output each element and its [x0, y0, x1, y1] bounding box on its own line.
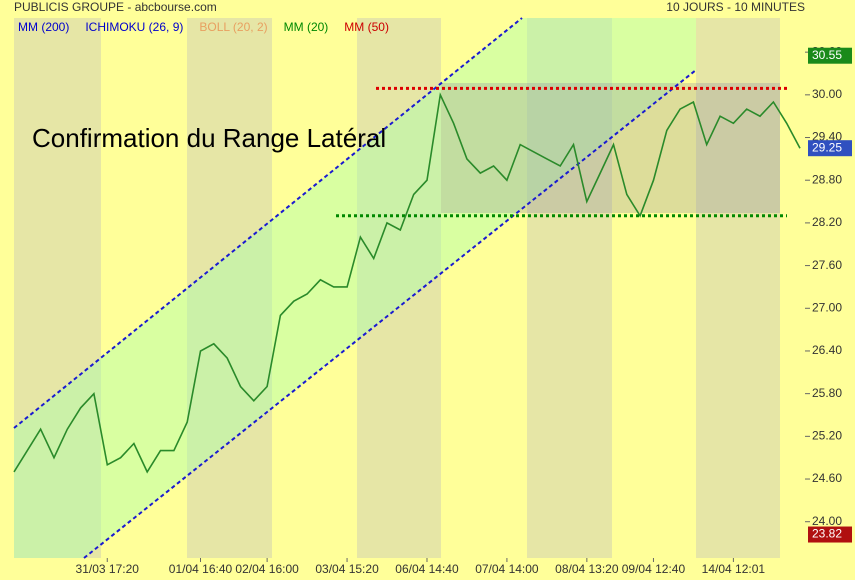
x-tick-label: 01/04 16:40 — [169, 562, 233, 576]
channel-top — [13, 17, 523, 429]
y-tick-label: 28.80 — [812, 172, 842, 186]
annotation: Confirmation du Range Latéral — [32, 123, 386, 153]
legend-entry: MM (50) — [344, 20, 389, 34]
chart-title: PUBLICIS GROUPE - abcbourse.com — [14, 0, 217, 14]
x-tick-label: 07/04 14:00 — [475, 562, 539, 576]
y-tick-label: 25.80 — [812, 386, 842, 400]
y-tick-label: 29.40 — [812, 130, 842, 144]
price-tag-label: 30.55 — [812, 48, 842, 62]
x-tick-label: 09/04 12:40 — [622, 562, 686, 576]
x-tick-label: 02/04 16:00 — [235, 562, 299, 576]
legend-entry: ICHIMOKU (26, 9) — [85, 20, 183, 34]
day-bands — [14, 18, 780, 558]
y-tick-label: 27.60 — [812, 258, 842, 272]
y-tick-label: 25.20 — [812, 429, 842, 443]
y-tick-label: 24.00 — [812, 514, 842, 528]
x-tick-label: 06/04 14:40 — [395, 562, 459, 576]
price-tag — [808, 140, 852, 157]
price-tag — [808, 47, 852, 64]
price-tag-label: 29.25 — [812, 140, 842, 154]
x-tick-label: 08/04 13:20 — [555, 562, 619, 576]
legend-entry: MM (200) — [18, 20, 69, 34]
y-tick-label: 24.60 — [812, 471, 842, 485]
y-tick-label: 30.00 — [812, 87, 842, 101]
legend-entry: BOLL (20, 2) — [199, 20, 267, 34]
price-tag-label: 23.82 — [812, 527, 842, 541]
y-tick-label: 27.00 — [812, 300, 842, 314]
x-tick-label: 31/03 17:20 — [76, 562, 140, 576]
y-tick-label: 28.20 — [812, 215, 842, 229]
x-tick-label: 03/04 15:20 — [315, 562, 379, 576]
chart-subtitle: 10 JOURS - 10 MINUTES — [666, 0, 805, 14]
channel-bottom — [83, 69, 697, 559]
legend-entry: MM (20) — [284, 20, 329, 34]
price-line — [13, 92, 801, 474]
y-tick-label: 26.40 — [812, 343, 842, 357]
x-tick-label: 14/04 12:01 — [702, 562, 766, 576]
price-tag — [808, 526, 852, 543]
